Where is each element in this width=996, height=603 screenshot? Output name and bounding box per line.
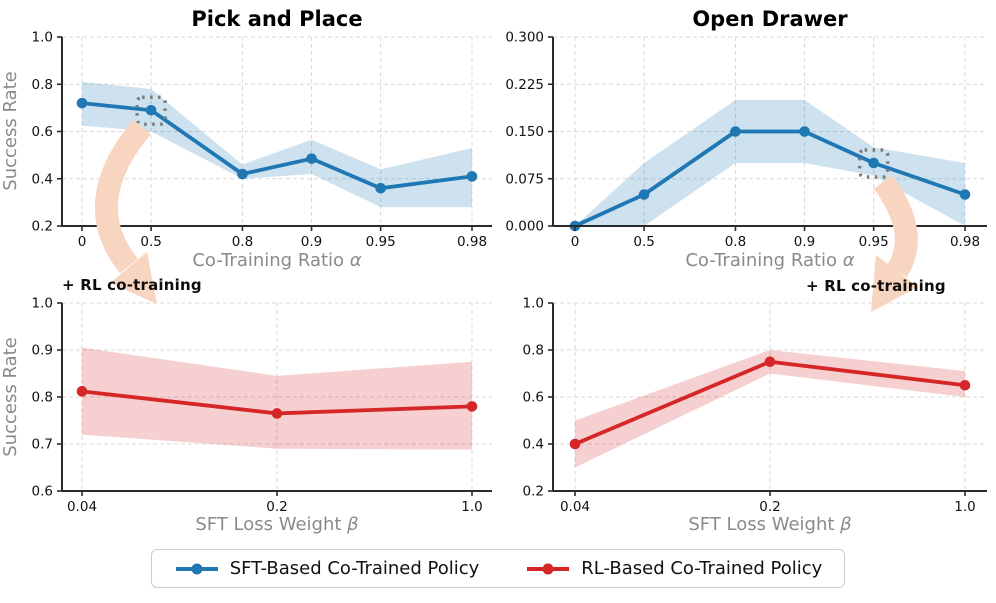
x-tick-label: 0.04 xyxy=(67,499,97,515)
highlight-box xyxy=(857,148,890,179)
confidence-band xyxy=(575,100,965,226)
legend-label-sft: SFT-Based Co-Trained Policy xyxy=(229,558,480,579)
confidence-band xyxy=(82,81,472,208)
tick-labels: 0.04 0.2 1.0 0.6 0.7 0.8 0.9 1.0 xyxy=(32,296,483,515)
y-tick-label: 0.4 xyxy=(32,171,53,187)
y-tick-label: 0.000 xyxy=(505,219,544,235)
tick-marks xyxy=(57,36,473,231)
x-tick-label: 1.0 xyxy=(461,499,482,515)
tick-labels: 0.04 0.2 1.0 0.2 0.4 0.6 0.8 1.0 xyxy=(523,296,976,515)
x-axis-label: Co-Training Ratio α xyxy=(192,250,361,271)
x-tick-label: 0.9 xyxy=(794,234,815,250)
x-tick-label: 0 xyxy=(78,234,87,250)
x-tick-label: 0.2 xyxy=(759,499,780,515)
confidence-band xyxy=(82,347,472,450)
x-tick-label: 0.98 xyxy=(457,234,487,250)
tick-marks xyxy=(548,36,966,231)
chart-pick-and-place-alpha: Pick and Place Success Rate Co-Training … xyxy=(0,7,492,271)
data-point xyxy=(306,153,317,164)
x-tick-label: 0.04 xyxy=(560,499,590,515)
data-point xyxy=(76,386,88,397)
data-point xyxy=(959,379,971,391)
x-axis-label: Co-Training Ratio α xyxy=(685,250,854,271)
x-tick-label: 0.95 xyxy=(859,234,889,250)
data-point xyxy=(799,126,810,137)
chart-title: Pick and Place xyxy=(191,7,362,31)
y-tick-label: 0.8 xyxy=(32,77,53,93)
tick-labels: 0 0.5 0.8 0.9 0.95 0.98 0.2 0.4 0.6 0.8 1.0 xyxy=(32,30,488,250)
data-line xyxy=(80,101,474,191)
grid xyxy=(553,302,987,492)
data-point xyxy=(76,97,88,109)
x-tick-label: 0.9 xyxy=(301,234,322,250)
y-tick-label: 0.4 xyxy=(523,437,544,453)
x-tick-label: 0 xyxy=(571,234,580,250)
data-point xyxy=(569,438,581,450)
y-tick-label: 0.7 xyxy=(32,437,53,453)
x-tick-label: 0.8 xyxy=(232,234,253,250)
x-tick-label: 0.5 xyxy=(633,234,654,250)
data-point xyxy=(271,408,283,419)
data-point xyxy=(466,171,478,182)
tick-labels: 0 0.5 0.8 0.9 0.95 0.98 0.000 0.075 0.150 0.225 0.… xyxy=(505,30,980,250)
tick-marks xyxy=(57,302,473,496)
y-axis-label: Success Rate xyxy=(0,337,21,456)
y-tick-label: 0.6 xyxy=(523,390,544,406)
legend-item-sft: SFT-Based Co-Trained Policy xyxy=(174,558,480,579)
legend-marker-sft-icon xyxy=(175,563,218,574)
confidence-band xyxy=(575,350,965,468)
y-tick-label: 0.6 xyxy=(32,124,53,140)
x-tick-label: 0.2 xyxy=(266,499,287,515)
x-tick-label: 0.95 xyxy=(366,234,396,250)
data-point xyxy=(145,104,157,116)
chart-open-drawer-beta: SFT Loss Weight β 0.04 0.2 1.0 0.2 0.4 0.6 0.8… xyxy=(523,296,987,535)
tick-marks xyxy=(548,302,966,496)
x-tick-label: 0.5 xyxy=(140,234,161,250)
data-point xyxy=(868,157,879,169)
data-line xyxy=(573,129,967,228)
data-point xyxy=(638,189,650,200)
annotation-rl-co-training-left: + RL co-training xyxy=(62,276,202,294)
legend-item-rl: RL-Based Co-Trained Policy xyxy=(525,558,822,579)
y-tick-label: 1.0 xyxy=(32,296,53,312)
y-axis-label: Success Rate xyxy=(0,71,21,190)
x-axis-label: SFT Loss Weight β xyxy=(195,514,358,535)
chart-title: Open Drawer xyxy=(692,7,848,31)
y-tick-label: 0.8 xyxy=(32,390,53,406)
chart-pick-and-place-beta: Success Rate SFT Loss Weight β 0.04 0.2 1.… xyxy=(0,296,492,535)
y-tick-label: 1.0 xyxy=(32,30,53,46)
y-tick-label: 0.075 xyxy=(505,171,544,187)
x-tick-label: 1.0 xyxy=(954,499,975,515)
y-tick-label: 0.6 xyxy=(32,484,53,500)
y-tick-label: 0.150 xyxy=(505,124,544,140)
y-tick-label: 0.8 xyxy=(523,343,544,359)
data-point xyxy=(375,182,386,194)
x-tick-label: 0.8 xyxy=(725,234,746,250)
y-tick-label: 0.2 xyxy=(32,219,53,235)
y-tick-label: 0.300 xyxy=(505,30,544,46)
annotation-rl-co-training-right: + RL co-training xyxy=(806,277,946,295)
x-axis-label: SFT Loss Weight β xyxy=(688,514,851,535)
y-tick-label: 1.0 xyxy=(523,296,544,312)
x-tick-label: 0.98 xyxy=(950,234,980,250)
y-tick-label: 0.225 xyxy=(505,77,544,93)
y-tick-label: 0.9 xyxy=(32,343,53,359)
chart-open-drawer-alpha: Open Drawer Co-Training Ratio α 0 0.5 0.8 0… xyxy=(505,7,987,271)
highlight-box xyxy=(135,95,167,126)
data-point xyxy=(466,401,478,412)
data-point xyxy=(237,168,248,180)
legend-marker-rl-icon xyxy=(527,563,570,574)
data-point xyxy=(730,126,741,137)
legend: SFT-Based Co-Trained Policy RL-Based Co-… xyxy=(150,549,846,588)
data-point xyxy=(959,189,971,200)
data-point xyxy=(764,356,776,368)
legend-label-rl: RL-Based Co-Trained Policy xyxy=(581,558,823,579)
y-tick-label: 0.2 xyxy=(523,484,544,500)
legend-row: SFT-Based Co-Trained Policy RL-Based Co-… xyxy=(0,549,996,588)
